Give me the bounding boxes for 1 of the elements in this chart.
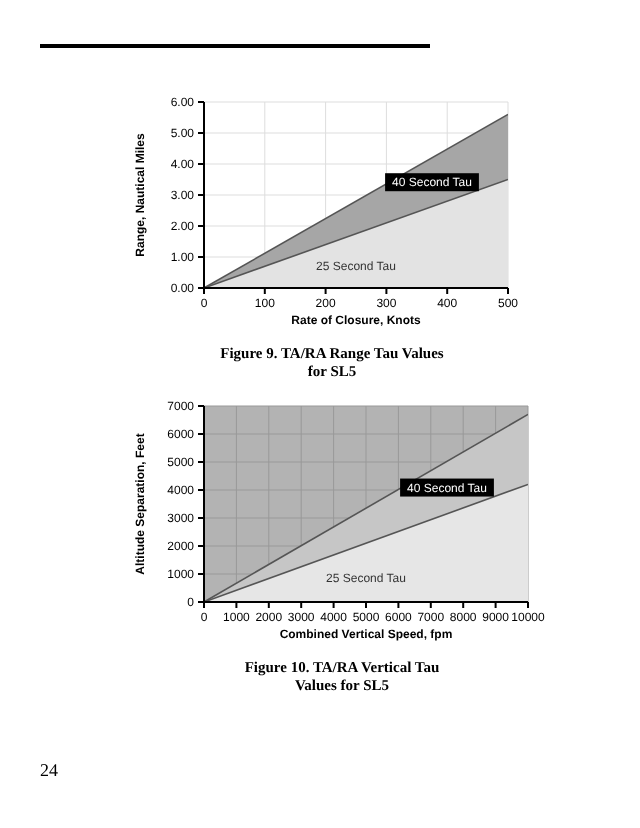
text: 24 bbox=[40, 760, 58, 780]
